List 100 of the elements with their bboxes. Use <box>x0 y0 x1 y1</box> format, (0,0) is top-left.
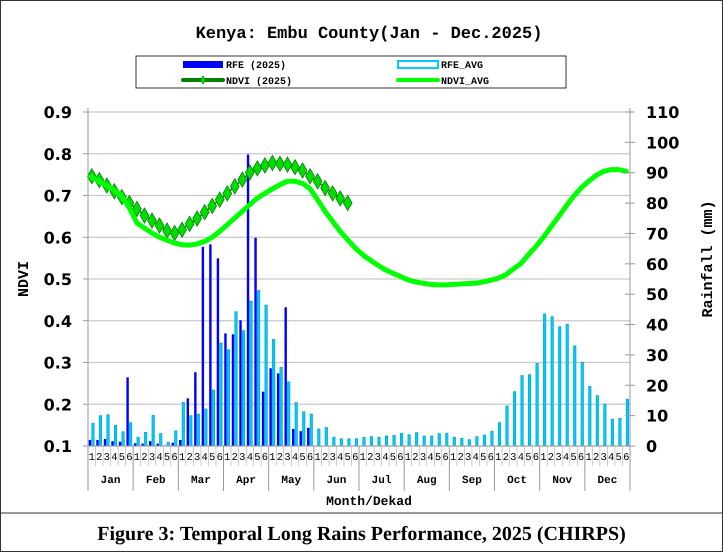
caption: Figure 3: Temporal Long Rains Performance, 2025 (CHIRPS) <box>97 523 626 545</box>
bar <box>422 436 426 446</box>
bar <box>202 246 204 446</box>
x-tick-label: 2 <box>322 452 328 464</box>
x-tick-label: 1 <box>269 452 276 464</box>
x-tick-label: 6 <box>216 452 223 464</box>
x-tick-label: 2 <box>412 452 419 464</box>
x-tick-label: 5 <box>616 452 622 464</box>
bar <box>129 422 132 446</box>
bar <box>550 316 554 446</box>
bar <box>415 432 418 446</box>
x-tick-label: 2 <box>592 452 600 464</box>
x-tick-label: 3 <box>239 452 246 464</box>
x-tick-label: 2 <box>141 452 148 464</box>
x-tick-label: 3 <box>194 452 200 464</box>
x-tick-label: 4 <box>202 452 208 464</box>
bar <box>182 402 185 446</box>
bar <box>626 398 629 446</box>
text: Feb <box>146 475 166 487</box>
bar <box>219 342 222 446</box>
x-tick-label: 6 <box>623 452 630 464</box>
bar <box>264 304 268 446</box>
bar <box>558 326 562 446</box>
x-tick-label: 3 <box>555 452 562 464</box>
bar <box>186 398 190 446</box>
text: Sep <box>462 475 482 487</box>
text: Jan <box>100 475 120 487</box>
x-tick-label: 3 <box>284 452 291 464</box>
bar <box>610 418 614 446</box>
x-tick-label: 2 <box>548 452 554 464</box>
x-tick-label: 1 <box>585 452 592 464</box>
bar <box>216 258 220 446</box>
bar <box>249 300 253 446</box>
bar <box>118 442 122 446</box>
bar <box>543 314 546 446</box>
x-tick-label: 3 <box>104 452 110 464</box>
bar <box>317 428 320 446</box>
text: Dec <box>598 475 618 487</box>
x-tick-label: 6 <box>397 452 404 464</box>
x-tick-label: 1 <box>134 452 140 464</box>
bar <box>452 436 456 446</box>
bar <box>234 311 238 446</box>
x-tick-label: 6 <box>488 452 494 464</box>
x-tick-label: 5 <box>118 452 126 464</box>
bar <box>498 422 502 446</box>
text: Nov <box>552 475 573 487</box>
bar <box>276 373 280 446</box>
bar <box>172 442 174 446</box>
bar <box>300 431 302 446</box>
bar <box>603 404 606 446</box>
bar <box>445 432 448 446</box>
y-tick-label: 0.3 <box>44 354 72 372</box>
bar <box>520 375 524 446</box>
bar <box>122 431 125 446</box>
y2-tick-label: 110 <box>646 103 680 122</box>
x-tick-label: 6 <box>532 452 540 464</box>
y2-tick-label: 50 <box>646 285 668 304</box>
x-tick-label: 3 <box>420 452 426 464</box>
bar <box>194 372 197 446</box>
x-tick-label: 3 <box>374 452 381 464</box>
x-tick-label: 2 <box>276 452 284 464</box>
bar <box>580 362 584 446</box>
y2-tick-label: 90 <box>646 164 668 183</box>
bar <box>262 392 264 446</box>
bar <box>536 363 539 446</box>
x-tick-label: 5 <box>570 452 577 464</box>
bar <box>98 415 102 446</box>
bar <box>482 434 486 446</box>
x-tick-label: 3 <box>510 452 516 464</box>
x-tick-label: 5 <box>164 452 170 464</box>
bar <box>294 402 298 446</box>
bar <box>159 433 162 446</box>
legend-label: NDVI (2025) <box>226 76 292 88</box>
bar <box>254 238 257 446</box>
x-tick-label: 6 <box>352 452 358 464</box>
y-axis-title: NDVI <box>16 260 33 298</box>
x-tick-label: 4 <box>472 452 479 464</box>
x-tick-label: 6 <box>578 452 584 464</box>
y2-tick-label: 80 <box>646 194 668 214</box>
x-tick-label: 1 <box>224 452 230 464</box>
x-tick-label: 4 <box>246 452 254 464</box>
x-tick-label: 4 <box>608 452 614 464</box>
bar <box>174 430 178 446</box>
x-tick-label: 1 <box>540 452 547 464</box>
bar <box>152 414 155 446</box>
bar <box>566 324 569 446</box>
x-tick-label: 1 <box>450 452 456 464</box>
x-tick-label: 1 <box>88 452 95 464</box>
bar <box>287 382 290 446</box>
y-tick-label: 0.2 <box>44 395 72 414</box>
x-tick-label: 2 <box>502 452 509 464</box>
bar <box>280 367 283 446</box>
y-tick-label: 0.8 <box>44 144 72 164</box>
bar <box>573 345 576 446</box>
x-tick-label: 6 <box>171 452 178 464</box>
y-tick-label: 0.9 <box>44 103 72 122</box>
bar <box>512 391 516 446</box>
x-tick-label: 4 <box>156 452 163 464</box>
x-tick-label: 5 <box>525 452 532 464</box>
x-tick-label: 4 <box>562 452 570 464</box>
